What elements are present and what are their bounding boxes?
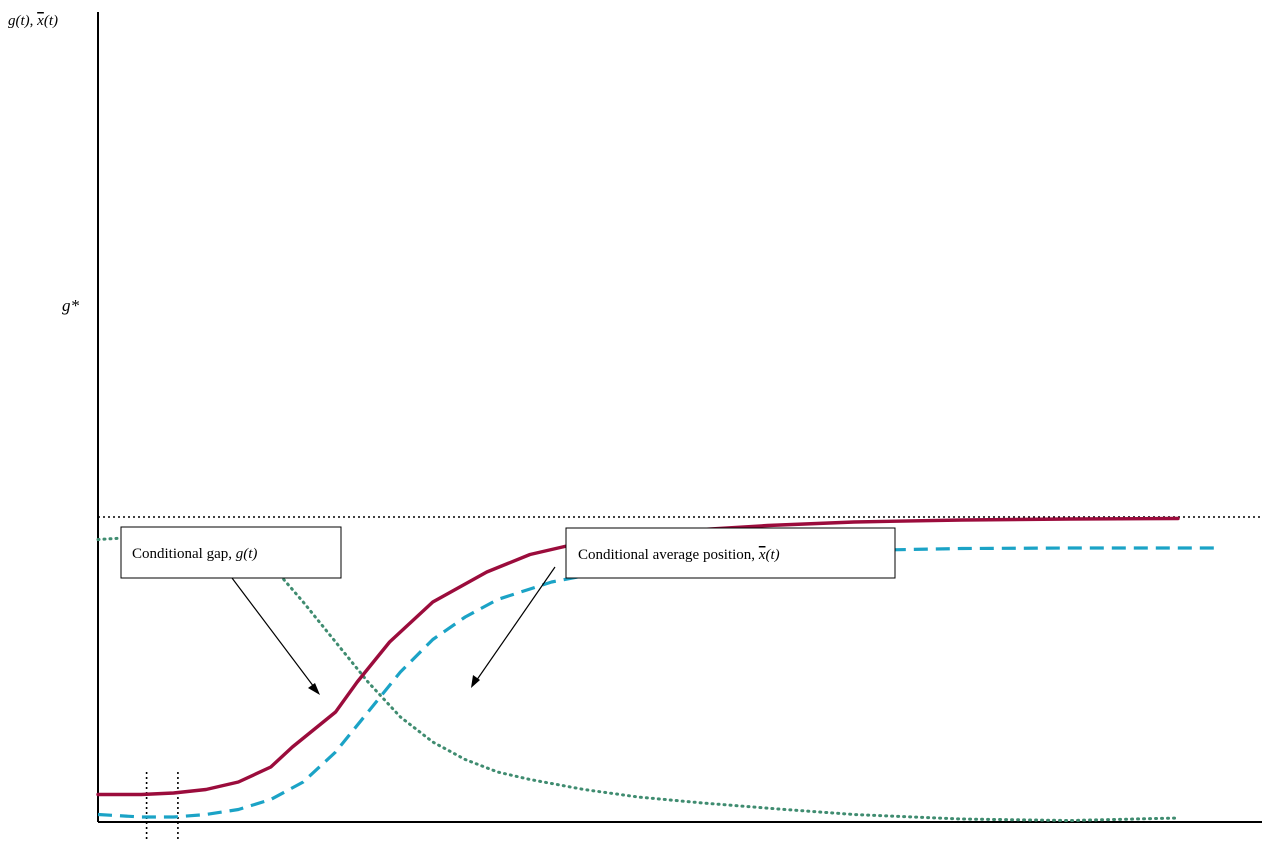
gap-annotation-box <box>120 526 342 579</box>
y-axis-label-sep: , <box>30 13 38 29</box>
gap-annotation-italic: g(t) <box>236 546 258 562</box>
gap-arrowhead <box>308 683 320 695</box>
gap-annotation-prefix: Conditional gap, <box>132 546 236 562</box>
gap-annotation-arrow <box>231 577 318 692</box>
avg-annotation-text: Conditional average position, x(t) <box>578 547 780 563</box>
y-axis-label-xbar: x <box>36 13 44 29</box>
avg-annotation-paren: (t) <box>765 547 779 563</box>
avg-annotation-xbar: x <box>758 547 766 563</box>
y-axis-label-paren: (t) <box>44 13 58 29</box>
avg-series-line <box>97 546 1222 819</box>
gap-series-line <box>96 516 1180 797</box>
y-axis-label-g: g(t) <box>8 13 30 29</box>
y-axis-label: g(t), x(t) <box>8 13 58 29</box>
dotted-series-line <box>96 535 1180 822</box>
avg-annotation-arrow <box>473 566 556 685</box>
avg-annotation-prefix: Conditional average position, <box>578 547 759 563</box>
g-star-label: g* <box>62 296 80 315</box>
avg-annotation-box <box>565 527 896 579</box>
gap-annotation-text: Conditional gap, g(t) <box>132 546 257 562</box>
avg-arrowhead <box>471 675 480 688</box>
